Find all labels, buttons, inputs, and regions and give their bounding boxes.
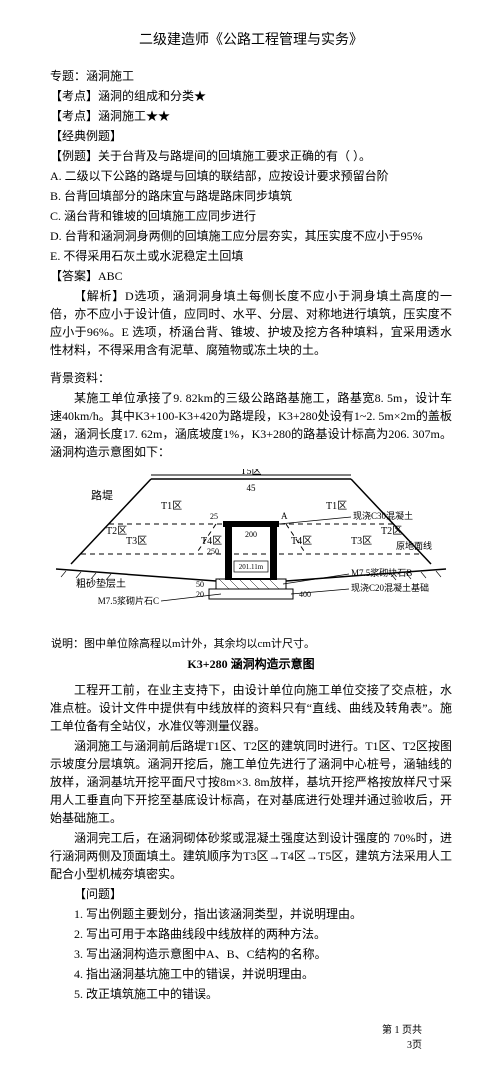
dim-20: 20 xyxy=(196,590,204,599)
diagram-caption: K3+280 涵洞构造示意图 xyxy=(51,655,451,673)
option-b: B. 台背回填部分的路床宜与路堤路床同步填筑 xyxy=(50,187,452,205)
option-e: E. 不得采用石灰土或水泥稳定土回填 xyxy=(50,247,452,265)
option-c: C. 涵台背和锥坡的回填施工应同步进行 xyxy=(50,207,452,225)
option-d: D. 台背和涵洞洞身两侧的回填施工应分层夯实，其压实度不应小于95% xyxy=(50,227,452,245)
label-m75l: M7.5浆砌片石C xyxy=(98,595,159,606)
label-t1l: T1区 xyxy=(161,500,182,512)
dim-50: 50 xyxy=(196,580,204,589)
label-t2l: T2区 xyxy=(106,525,127,537)
topic-special: 专题：涵洞施工 xyxy=(50,67,452,85)
dim-25: 25 xyxy=(210,512,218,521)
question-prompt: 【例题】关于台背及与路堤间的回填施工要求正确的有（ ）。 xyxy=(50,147,452,165)
dim-200: 200 xyxy=(245,530,257,539)
dim-45: 45 xyxy=(247,483,257,493)
dim-250: 250 xyxy=(207,547,219,556)
question-2: 2. 写出可用于本路曲线段中线放样的两种方法。 xyxy=(50,925,452,943)
dim-400: 400 xyxy=(299,590,311,599)
label-t5: T5区 xyxy=(240,469,261,477)
culvert-diagram: T5区 45 路堤 A 25 200 250 201.11m xyxy=(51,469,451,673)
page-total: 3页 xyxy=(407,1040,422,1051)
topic-point2: 【考点】涵洞施工★★ xyxy=(50,107,452,125)
label-c20: 现浇C20混凝土基础 xyxy=(351,582,429,593)
label-t3l: T3区 xyxy=(126,535,147,547)
label-t3r: T3区 xyxy=(351,535,372,547)
para-1: 工程开工前，在业主支持下，由设计单位向施工单位交接了交点桩，水准点桩。设计文件中… xyxy=(50,681,452,735)
topic-point1: 【考点】涵洞的组成和分类★ xyxy=(50,87,452,105)
label-t4l: T4区 xyxy=(201,535,222,547)
doc-title: 二级建造师《公路工程管理与实务》 xyxy=(50,30,452,51)
option-a: A. 二级以下公路的路堤与回填的联结部，应按设计要求预留台阶 xyxy=(50,167,452,185)
page-number: 第 1 页共 xyxy=(382,1025,422,1036)
background-title: 背景资料： xyxy=(50,369,452,387)
label-t1r: T1区 xyxy=(326,500,347,512)
question-4: 4. 指出涵洞基坑施工中的错误，并说明理由。 xyxy=(50,965,452,983)
question-5: 5. 改正填筑施工中的错误。 xyxy=(50,985,452,1003)
label-c30: 现浇C30混凝土 xyxy=(353,510,413,521)
example-header: 【经典例题】 xyxy=(50,127,452,145)
label-m75r: M7.5浆砌块石B xyxy=(351,567,412,578)
para-3: 涵洞完工后，在涵洞砌体砂浆或混凝土强度达到设计强度的 70%时，进行涵洞两侧及顶… xyxy=(50,829,452,883)
question-1: 1. 写出例题主要划分，指出该涵洞类型，并说明理由。 xyxy=(50,905,452,923)
label-a: A xyxy=(281,511,288,521)
label-t2r: T2区 xyxy=(381,525,402,537)
label-elev: 201.11m xyxy=(239,563,264,571)
label-road: 路堤 xyxy=(91,489,113,502)
background-text: 某施工单位承接了9. 82km的三级公路路基施工，路基宽8. 5m，设计车速40… xyxy=(50,389,452,461)
analysis: 【解析】D选项，涵洞洞身填土每侧长度不应小于洞身填土高度的一倍，亦不应小于设计值… xyxy=(50,287,452,359)
diagram-note: 说明：图中单位除高程以m计外，其余均以cm计尺寸。 xyxy=(51,636,451,653)
label-sand: 粗砂垫层土 xyxy=(76,577,126,590)
label-ground: 原地面线 xyxy=(396,540,432,551)
questions-header: 【问题】 xyxy=(50,885,452,903)
para-2: 涵洞施工与涵洞前后路堤T1区、T2区的建筑同时进行。T1区、T2区按图示坡度分层… xyxy=(50,737,452,827)
page-footer: 第 1 页共 3页 xyxy=(50,1023,452,1053)
question-3: 3. 写出涵洞构造示意图中A、B、C结构的名称。 xyxy=(50,945,452,963)
label-t4r: T4区 xyxy=(291,535,312,547)
answer: 【答案】ABC xyxy=(50,267,452,285)
